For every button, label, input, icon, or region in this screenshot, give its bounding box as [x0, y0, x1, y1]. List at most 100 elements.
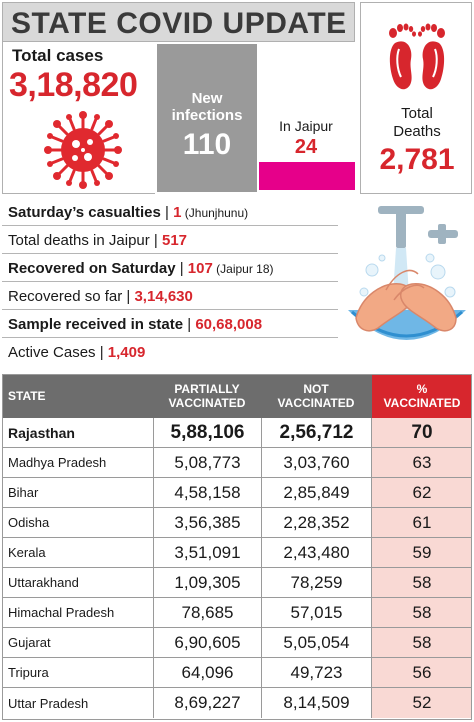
- new-infections-value: 110: [182, 128, 232, 161]
- table-row: Kerala 3,51,091 2,43,480 59: [2, 538, 472, 568]
- stat-row-recovered-so-far: Recovered so far | 3,14,630: [2, 284, 338, 310]
- stat-value: 60,68,008: [195, 316, 263, 333]
- handwash-icon: [348, 206, 466, 340]
- stat-separator: |: [160, 204, 174, 221]
- stat-row-sample-received: Sample received in state | 60,68,008: [2, 312, 338, 338]
- stat-separator: |: [122, 288, 135, 305]
- new-infections-label: New infections: [171, 90, 243, 124]
- stat-separator: |: [95, 344, 108, 361]
- cell-not-vaccinated: 78,259: [262, 568, 372, 598]
- stat-separator: |: [149, 232, 162, 249]
- jaipur-value: 24: [294, 136, 318, 158]
- cell-not-vaccinated: 3,03,760: [262, 448, 372, 478]
- cell-partially-vaccinated: 4,58,158: [154, 478, 262, 508]
- cell-state: Tripura: [2, 658, 154, 688]
- stat-value: 517: [162, 232, 188, 249]
- title-bar: STATE COVID UPDATE: [2, 2, 355, 42]
- header-not-vaccinated: NOT VACCINATED: [277, 382, 355, 410]
- cell-state: Rajasthan: [2, 418, 154, 448]
- cell-partially-vaccinated: 64,096: [154, 658, 262, 688]
- header-partially-vaccinated: PARTIALLY VACCINATED: [168, 382, 246, 410]
- cell-percent-vaccinated: 62: [372, 478, 472, 508]
- cell-state: Himachal Pradesh: [2, 598, 154, 628]
- stat-note: (Jhunjhunu): [181, 206, 249, 220]
- cell-partially-vaccinated: 1,09,305: [154, 568, 262, 598]
- stat-note: (Jaipur 18): [212, 262, 274, 276]
- cell-percent-vaccinated: 52: [372, 688, 472, 718]
- table-row: Himachal Pradesh 78,685 57,015 58: [2, 598, 472, 628]
- cell-partially-vaccinated: 6,90,605: [154, 628, 262, 658]
- table-row: Tripura 64,096 49,723 56: [2, 658, 472, 688]
- cell-state: Kerala: [2, 538, 154, 568]
- total-deaths-label: Total Deaths: [393, 105, 441, 140]
- cell-percent-vaccinated: 61: [372, 508, 472, 538]
- cell-state: Madhya Pradesh: [2, 448, 154, 478]
- cell-state: Uttarakhand: [2, 568, 154, 598]
- cell-percent-vaccinated: 63: [372, 448, 472, 478]
- jaipur-panel: In Jaipur 24: [257, 44, 355, 192]
- cell-percent-vaccinated: 58: [372, 568, 472, 598]
- cell-percent-vaccinated: 59: [372, 538, 472, 568]
- cell-state: Uttar Pradesh: [2, 688, 154, 718]
- table-row: Uttar Pradesh 8,69,227 8,14,509 52: [2, 688, 472, 718]
- cell-partially-vaccinated: 3,56,385: [154, 508, 262, 538]
- stat-separator: |: [175, 260, 188, 277]
- stat-value: 107: [187, 260, 213, 277]
- table-row: Odisha 3,56,385 2,28,352 61: [2, 508, 472, 538]
- top-summary: STATE COVID UPDATE Total cases 3,18,820: [0, 0, 474, 196]
- cell-not-vaccinated: 5,05,054: [262, 628, 372, 658]
- cell-percent-vaccinated: 58: [372, 598, 472, 628]
- cell-partially-vaccinated: 78,685: [154, 598, 262, 628]
- stat-row-total-deaths-jaipur: Total deaths in Jaipur | 517: [2, 228, 338, 254]
- cell-not-vaccinated: 2,28,352: [262, 508, 372, 538]
- cell-not-vaccinated: 2,56,712: [262, 418, 372, 448]
- stat-row-active-cases: Active Cases | 1,409: [2, 340, 338, 366]
- stat-label: Saturday’s casualties: [8, 204, 161, 221]
- cell-not-vaccinated: 2,43,480: [262, 538, 372, 568]
- cell-percent-vaccinated: 58: [372, 628, 472, 658]
- cell-partially-vaccinated: 3,51,091: [154, 538, 262, 568]
- table-row: Rajasthan 5,88,106 2,56,712 70: [2, 418, 472, 448]
- total-cases-label: Total cases: [12, 46, 104, 65]
- stat-label: Total deaths in Jaipur: [8, 232, 150, 249]
- jaipur-bar: [259, 162, 355, 190]
- stat-row-saturday-casualties: Saturday’s casualties | 1 (Jhunjhunu): [2, 200, 338, 226]
- stat-value: 3,14,630: [134, 288, 193, 305]
- footprints-icon: [389, 23, 445, 90]
- cell-not-vaccinated: 57,015: [262, 598, 372, 628]
- cell-partially-vaccinated: 5,08,773: [154, 448, 262, 478]
- header-state: STATE: [8, 389, 46, 403]
- stat-value: 1: [173, 204, 182, 221]
- stat-label: Recovered so far: [8, 288, 123, 305]
- total-cases-value: 3,18,820: [9, 66, 138, 104]
- total-deaths-value: 2,781: [379, 143, 455, 176]
- cell-percent-vaccinated: 70: [372, 418, 472, 448]
- header-percent-vaccinated: % VACCINATED: [372, 374, 472, 418]
- cell-state: Bihar: [2, 478, 154, 508]
- cell-not-vaccinated: 8,14,509: [262, 688, 372, 718]
- stat-label: Sample received in state: [8, 316, 184, 333]
- cell-not-vaccinated: 49,723: [262, 658, 372, 688]
- virus-icon: [44, 111, 122, 189]
- table-row: Gujarat 6,90,605 5,05,054 58: [2, 628, 472, 658]
- vaccination-table: STATE PARTIALLY VACCINATED NOT VACCINATE…: [2, 374, 472, 720]
- table-header: STATE PARTIALLY VACCINATED NOT VACCINATE…: [2, 374, 472, 418]
- cell-state: Odisha: [2, 508, 154, 538]
- new-infections-panel: New infections 110: [157, 44, 257, 192]
- cell-percent-vaccinated: 56: [372, 658, 472, 688]
- total-deaths-panel: Total Deaths 2,781: [360, 2, 472, 194]
- stat-separator: |: [183, 316, 196, 333]
- cell-not-vaccinated: 2,85,849: [262, 478, 372, 508]
- stat-label: Active Cases: [8, 344, 96, 361]
- stat-label: Recovered on Saturday: [8, 260, 176, 277]
- total-cases-panel: Total cases 3,18,820: [2, 42, 155, 194]
- stat-value: 1,409: [107, 344, 146, 361]
- page-title: STATE COVID UPDATE: [11, 7, 347, 40]
- table-row: Madhya Pradesh 5,08,773 3,03,760 63: [2, 448, 472, 478]
- stat-row-recovered-saturday: Recovered on Saturday | 107 (Jaipur 18): [2, 256, 338, 282]
- jaipur-label: In Jaipur: [279, 118, 333, 134]
- table-row: Uttarakhand 1,09,305 78,259 58: [2, 568, 472, 598]
- cell-state: Gujarat: [2, 628, 154, 658]
- cell-partially-vaccinated: 5,88,106: [154, 418, 262, 448]
